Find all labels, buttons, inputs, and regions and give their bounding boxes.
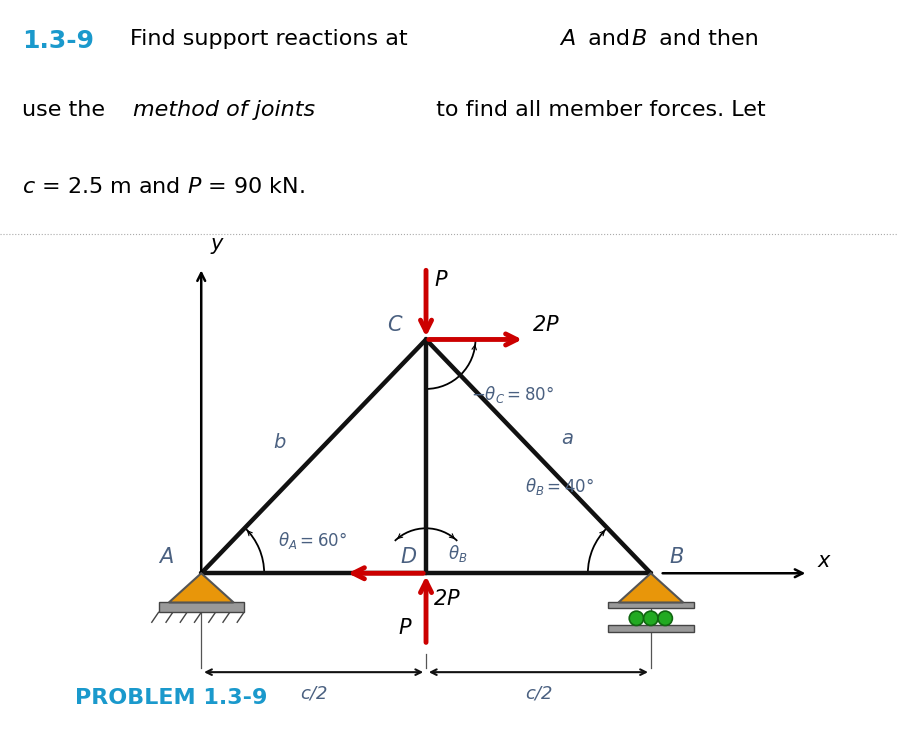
Text: $b$: $b$ [274,433,287,453]
Polygon shape [608,603,693,608]
Text: PROBLEM 1.3-9: PROBLEM 1.3-9 [75,688,267,708]
Text: $\theta_B$: $\theta_B$ [448,543,468,564]
Polygon shape [608,625,693,633]
Text: $c$/2: $c$/2 [300,685,327,703]
Text: $P$: $P$ [398,619,413,638]
Text: $A$: $A$ [158,547,174,566]
Circle shape [658,611,673,625]
Text: 1.3-9: 1.3-9 [22,28,94,53]
Text: $c$ = 2.5 m and $P$ = 90 kN.: $c$ = 2.5 m and $P$ = 90 kN. [22,177,305,197]
Text: A: A [561,28,576,49]
Polygon shape [618,573,684,603]
Circle shape [629,611,644,625]
Text: B: B [631,28,647,49]
Text: 2$P$: 2$P$ [532,315,560,335]
Text: and: and [581,28,638,49]
Text: x: x [817,551,830,571]
Text: Find support reactions at: Find support reactions at [130,28,414,49]
Text: use the: use the [22,100,112,120]
Text: $B$: $B$ [669,547,684,566]
Text: $- \theta_C = 80°$: $- \theta_C = 80°$ [471,385,554,406]
Text: $c$/2: $c$/2 [525,685,553,703]
Text: to find all member forces. Let: to find all member forces. Let [429,100,765,120]
Text: $C$: $C$ [387,315,404,335]
Circle shape [644,611,658,625]
Text: $a$: $a$ [561,429,573,448]
Text: $P$: $P$ [434,270,448,290]
Text: method of joints: method of joints [133,100,315,120]
Text: $\theta_A = 60°$: $\theta_A = 60°$ [278,530,346,551]
Text: 2$P$: 2$P$ [432,589,460,609]
Text: and then: and then [652,28,759,49]
Text: $D$: $D$ [400,547,417,566]
Polygon shape [169,573,233,603]
Text: $\theta_B = 40°$: $\theta_B = 40°$ [525,476,594,497]
Text: y: y [210,234,222,254]
Polygon shape [159,603,244,613]
